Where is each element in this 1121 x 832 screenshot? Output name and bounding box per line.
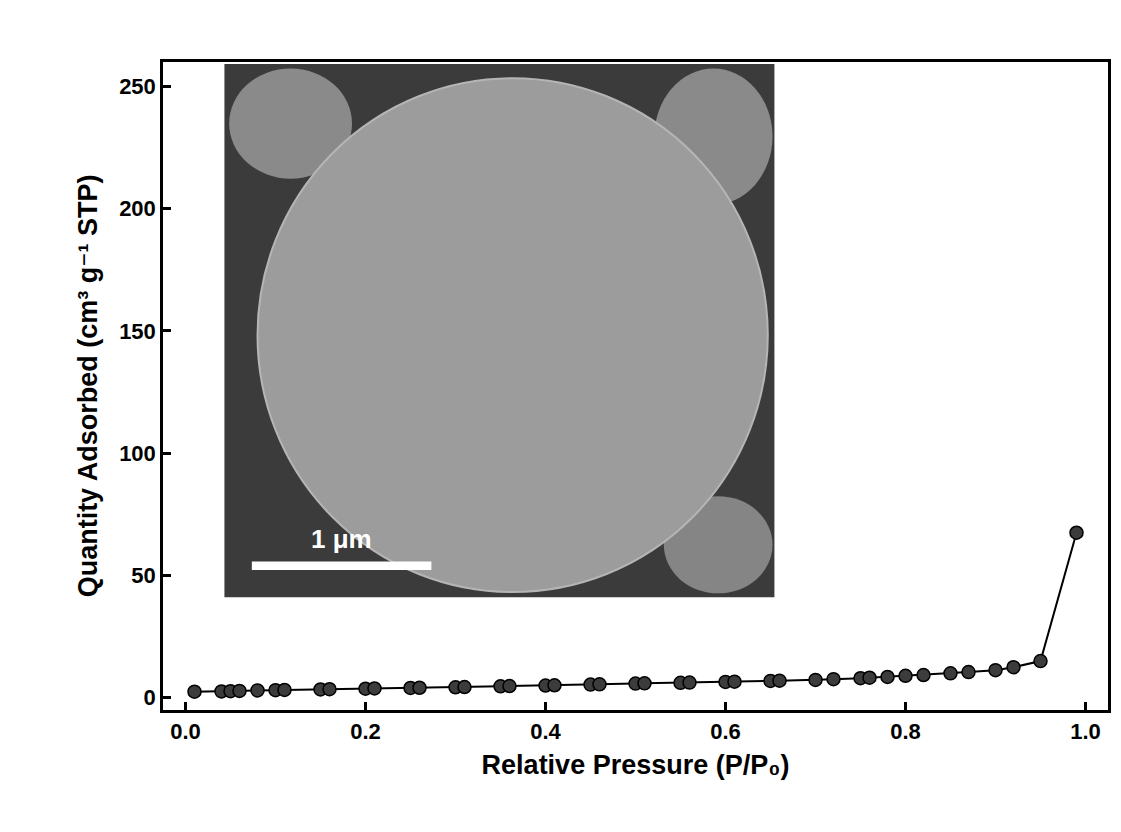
svg-text:200: 200 [119, 196, 156, 221]
svg-text:50: 50 [131, 563, 155, 588]
svg-text:1 μm: 1 μm [311, 524, 372, 554]
svg-text:250: 250 [119, 74, 156, 99]
svg-text:0.4: 0.4 [530, 719, 561, 744]
svg-text:0.8: 0.8 [890, 719, 921, 744]
svg-text:0.6: 0.6 [710, 719, 741, 744]
svg-text:150: 150 [119, 319, 156, 344]
svg-text:0: 0 [144, 685, 156, 710]
svg-text:100: 100 [119, 441, 156, 466]
svg-text:0.2: 0.2 [350, 719, 381, 744]
svg-text:Relative Pressure (P/P₀): Relative Pressure (P/P₀) [482, 750, 790, 780]
svg-text:Quantity Adsorbed (cm³ g⁻¹ STP: Quantity Adsorbed (cm³ g⁻¹ STP) [73, 175, 103, 598]
svg-text:1.0: 1.0 [1070, 719, 1101, 744]
svg-text:0.0: 0.0 [170, 719, 201, 744]
